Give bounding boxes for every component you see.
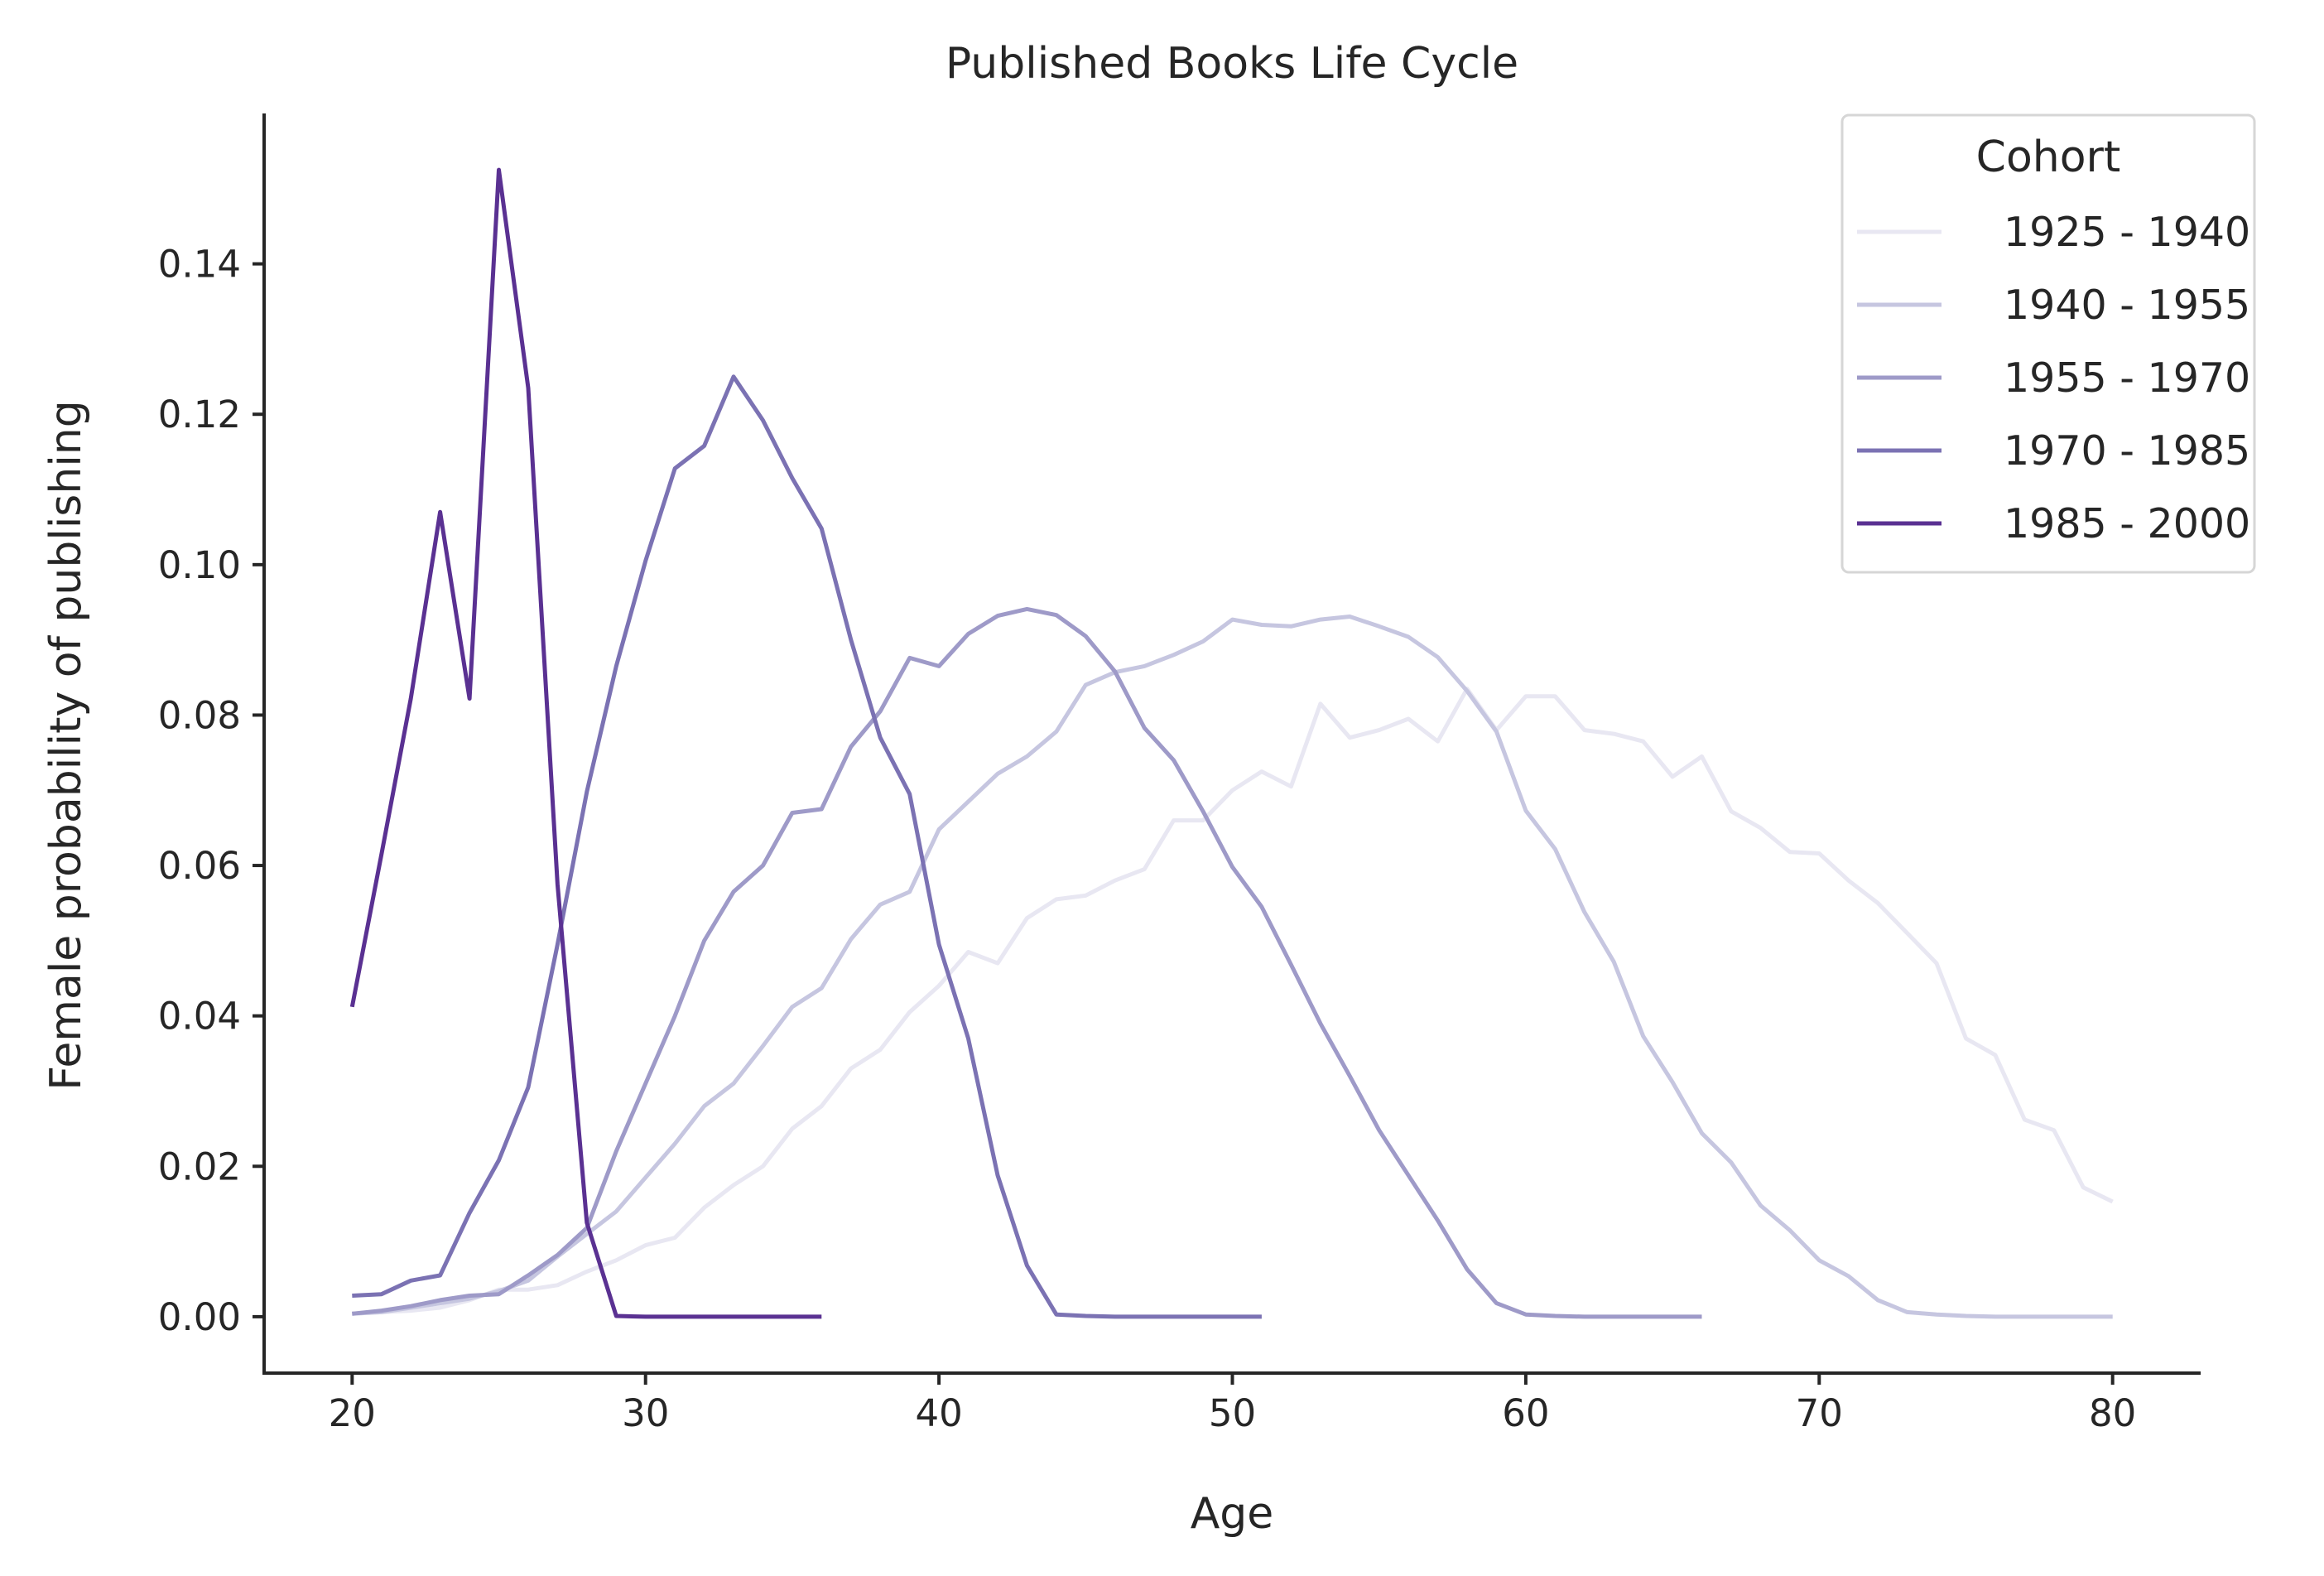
y-tick-label: 0.06	[158, 844, 241, 888]
chart-title: Published Books Life Cycle	[945, 39, 1518, 89]
series-line-1985-2000	[349, 167, 822, 1319]
y-axis-ticks: 0.00 0.02 0.04 0.06 0.08 0.10 0.12 0.14	[158, 243, 264, 1339]
x-axis-label: Age	[1191, 1489, 1274, 1539]
series-line-1955-1970	[352, 606, 1702, 1319]
y-tick-label: 0.14	[158, 243, 241, 287]
legend-title: Cohort	[1976, 133, 2121, 182]
y-tick-label: 0.08	[158, 693, 241, 737]
x-tick-label: 40	[915, 1391, 962, 1435]
x-tick-label: 60	[1502, 1391, 1549, 1435]
y-axis-label: Female probability of publishing	[41, 400, 91, 1091]
x-tick-label: 50	[1209, 1391, 1256, 1435]
y-tick-label: 0.12	[158, 393, 241, 436]
x-tick-label: 20	[329, 1391, 376, 1435]
x-axis-ticks: 20 30 40 50 60 70 80	[329, 1373, 2136, 1435]
y-tick-label: 0.10	[158, 543, 241, 587]
legend-label: 1925 - 1940	[2004, 209, 2250, 256]
legend-label: 1940 - 1955	[2004, 282, 2250, 329]
legend-label: 1985 - 2000	[2004, 500, 2250, 547]
x-tick-label: 80	[2089, 1391, 2136, 1435]
legend-items: 1925 - 1940 1940 - 1955 1955 - 1970 1970 - …	[1857, 209, 2250, 547]
series-layer	[349, 167, 2114, 1319]
legend: Cohort 1925 - 1940 1940 - 1955 1955 - 1970…	[1840, 113, 2256, 574]
x-tick-label: 70	[1796, 1391, 1843, 1435]
legend-frame	[1840, 113, 2256, 574]
x-tick-label: 30	[622, 1391, 669, 1435]
legend-label: 1955 - 1970	[2004, 354, 2250, 402]
series-line-1970-1985	[352, 374, 1262, 1319]
series-line-1925-1940	[352, 687, 2114, 1316]
y-tick-label: 0.02	[158, 1145, 241, 1188]
series-line-1940-1955	[352, 614, 2113, 1319]
y-tick-label: 0.04	[158, 995, 241, 1039]
legend-label: 1970 - 1985	[2004, 427, 2250, 475]
y-tick-label: 0.00	[158, 1295, 241, 1339]
